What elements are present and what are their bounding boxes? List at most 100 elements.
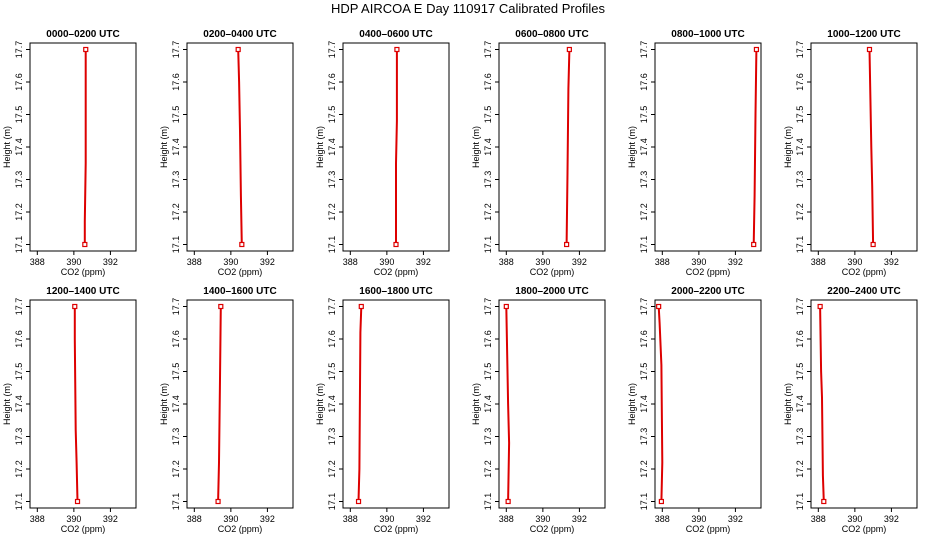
x-axis-label: CO2 (ppm) [374, 524, 419, 534]
panel-title: 0200–0400 UTC [203, 29, 276, 40]
x-tick-label: 392 [572, 257, 587, 267]
profile-point [82, 241, 88, 248]
panel-title: 0800–1000 UTC [671, 29, 744, 40]
x-axis-label: CO2 (ppm) [842, 267, 887, 277]
y-tick-label: 17.4 [795, 395, 805, 413]
x-tick-label: 388 [811, 514, 826, 524]
y-tick-label: 17.6 [171, 73, 181, 91]
panel-title: 0600–0800 UTC [515, 29, 588, 40]
plot-frame [186, 299, 294, 509]
page-title: HDP AIRCOA E Day 110917 Calibrated Profi… [330, 1, 606, 16]
y-tick-label: 17.4 [14, 395, 24, 413]
y-tick-label: 17.2 [795, 460, 805, 478]
panel-title: 0000–0200 UTC [46, 29, 119, 40]
x-tick-label: 392 [260, 514, 275, 524]
panel-title: 2000–2200 UTC [671, 286, 744, 297]
y-tick-label: 17.6 [14, 330, 24, 348]
y-axis-label: Height (m) [159, 126, 169, 168]
panel-title: 1000–1200 UTC [827, 29, 900, 40]
y-tick-label: 17.5 [171, 106, 181, 124]
chart-panel: 0000–0200 UTC 388 390 392 17.1 17.2 17.3 17.4 17… [2, 29, 137, 277]
y-axis-label: Height (m) [315, 126, 325, 168]
profile-line [395, 49, 398, 245]
x-tick-label: 392 [416, 514, 431, 524]
profile-line [357, 306, 363, 502]
y-tick-label: 17.1 [171, 236, 181, 254]
x-tick-label: 388 [811, 257, 826, 267]
profile-point [215, 498, 221, 505]
x-tick-label: 390 [379, 514, 394, 524]
profile-point [235, 46, 241, 53]
y-tick-label: 17.5 [639, 106, 649, 124]
y-tick-label: 17.1 [639, 493, 649, 511]
profile-point [503, 303, 509, 310]
y-axis-label: Height (m) [2, 383, 12, 425]
profile-line [752, 49, 758, 245]
y-tick-label: 17.7 [171, 41, 181, 59]
x-axis-label: CO2 (ppm) [374, 267, 419, 277]
x-tick-label: 390 [691, 257, 706, 267]
y-tick-label: 17.2 [639, 203, 649, 221]
y-tick-label: 17.6 [483, 73, 493, 91]
x-axis-label: CO2 (ppm) [61, 267, 106, 277]
profile-line [657, 306, 664, 502]
profile-point [355, 498, 362, 505]
profile-line [819, 306, 825, 502]
x-tick-label: 392 [728, 257, 743, 267]
x-axis-label: CO2 (ppm) [530, 524, 575, 534]
y-tick-label: 17.7 [171, 298, 181, 316]
y-tick-label: 17.2 [639, 460, 649, 478]
y-tick-label: 17.2 [14, 203, 24, 221]
y-tick-label: 17.3 [171, 171, 181, 189]
x-tick-label: 388 [343, 257, 358, 267]
y-tick-label: 17.3 [14, 171, 24, 189]
y-axis-label: Height (m) [159, 383, 169, 425]
y-tick-label: 17.7 [327, 41, 337, 59]
x-tick-label: 392 [260, 257, 275, 267]
y-tick-label: 17.7 [483, 298, 493, 316]
x-tick-label: 392 [103, 257, 118, 267]
y-tick-label: 17.7 [639, 41, 649, 59]
x-tick-label: 390 [66, 514, 81, 524]
x-tick-label: 388 [187, 514, 202, 524]
x-tick-label: 390 [223, 514, 238, 524]
plot-frame [498, 299, 606, 509]
x-axis-label: CO2 (ppm) [218, 267, 263, 277]
y-tick-label: 17.6 [639, 73, 649, 91]
panel-title: 1600–1800 UTC [359, 286, 432, 297]
y-tick-label: 17.2 [483, 203, 493, 221]
profile-point [394, 46, 400, 53]
x-axis-label: CO2 (ppm) [61, 524, 106, 534]
plot-frame [654, 299, 762, 509]
x-tick-label: 388 [30, 257, 45, 267]
profile-point [72, 303, 78, 310]
y-axis-label: Height (m) [783, 383, 793, 425]
chart-panel: 0400–0600 UTC 388 390 392 17.1 17.2 17.3 17.4 17… [315, 29, 450, 277]
y-tick-label: 17.4 [639, 138, 649, 156]
y-tick-label: 17.1 [327, 493, 337, 511]
y-axis-label: Height (m) [627, 126, 637, 168]
x-tick-label: 392 [884, 257, 899, 267]
y-tick-label: 17.4 [327, 395, 337, 413]
y-tick-label: 17.5 [14, 363, 24, 381]
y-tick-label: 17.1 [639, 236, 649, 254]
y-tick-label: 17.4 [171, 395, 181, 413]
x-tick-label: 388 [655, 257, 670, 267]
y-tick-label: 17.2 [327, 203, 337, 221]
y-tick-label: 17.7 [14, 41, 24, 59]
y-tick-label: 17.7 [795, 298, 805, 316]
y-tick-label: 17.1 [14, 493, 24, 511]
y-tick-label: 17.4 [483, 138, 493, 156]
y-tick-label: 17.6 [639, 330, 649, 348]
y-tick-label: 17.7 [327, 298, 337, 316]
x-tick-label: 390 [223, 257, 238, 267]
plot-frame [29, 42, 137, 252]
y-tick-label: 17.7 [639, 298, 649, 316]
panel-title: 1400–1600 UTC [203, 286, 276, 297]
y-tick-label: 17.7 [795, 41, 805, 59]
y-tick-label: 17.3 [795, 171, 805, 189]
x-tick-label: 388 [187, 257, 202, 267]
x-tick-label: 388 [499, 257, 514, 267]
profile-point [658, 498, 664, 505]
